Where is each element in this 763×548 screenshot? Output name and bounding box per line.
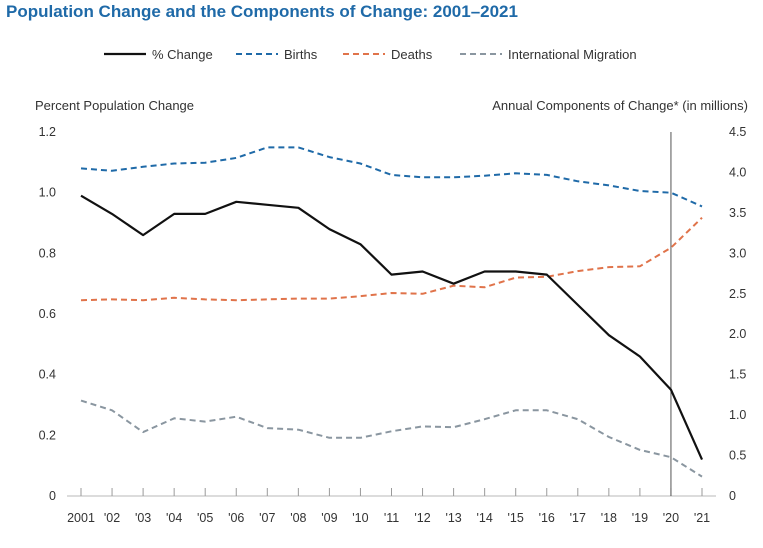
x-tick-label: '08 — [290, 511, 306, 525]
x-tick-label: '14 — [477, 511, 493, 525]
series-layer — [80, 146, 704, 478]
left-tick-label: 0.6 — [39, 307, 56, 321]
right-tick-label: 1.5 — [729, 368, 746, 382]
right-tick-label: 3.0 — [729, 246, 746, 260]
legend-label-deaths: Deaths — [391, 47, 433, 62]
legend: % Change Births Deaths International Migrat… — [104, 47, 637, 62]
x-tick-label: '09 — [321, 511, 337, 525]
right-tick-label: 0.5 — [729, 449, 746, 463]
chart-title: Population Change and the Components of … — [6, 2, 518, 21]
x-tick-label: '11 — [384, 511, 399, 525]
right-tick-label: 3.5 — [729, 206, 746, 220]
x-tick-label: '20 — [663, 511, 679, 525]
series-line-births — [80, 146, 703, 208]
right-tick-label: 4.5 — [729, 125, 746, 139]
right-tick-label: 1.0 — [729, 408, 746, 422]
left-tick-label: 0.8 — [39, 246, 56, 260]
x-tick-label: '13 — [445, 511, 461, 525]
legend-label-births: Births — [284, 47, 318, 62]
x-tick-label: '02 — [104, 511, 120, 525]
left-tick-label: 0.2 — [39, 428, 56, 442]
left-tick-label: 1.2 — [39, 125, 56, 139]
x-tick-label: '05 — [197, 511, 213, 525]
legend-label-change: % Change — [152, 47, 213, 62]
x-tick-label: '12 — [414, 511, 430, 525]
left-tick-label: 0 — [49, 489, 56, 503]
x-tick-label: '17 — [570, 511, 586, 525]
right-axis-title: Annual Components of Change* (in million… — [492, 98, 748, 113]
x-tick-label: '15 — [508, 511, 524, 525]
left-tick-label: 0.4 — [39, 368, 56, 382]
right-tick-label: 2.5 — [729, 287, 746, 301]
x-tick-label: '03 — [135, 511, 151, 525]
right-tick-label: 0 — [729, 489, 736, 503]
x-tick-label: '10 — [352, 511, 368, 525]
x-tick-label: 2001 — [67, 511, 95, 525]
legend-label-international-migration: International Migration — [508, 47, 637, 62]
right-axis-ticks: 0 0.5 1.0 1.5 2.0 2.5 3.0 3.5 4.0 4.5 — [729, 125, 746, 503]
x-axis-ticks: 2001 '02 '03 '04 '05 '06 '07 '08 '09 '10 '11 '12 '13… — [67, 488, 710, 525]
left-axis-title: Percent Population Change — [35, 98, 194, 113]
x-tick-label: '21 — [694, 511, 710, 525]
right-tick-label: 4.0 — [729, 165, 746, 179]
left-tick-label: 1.0 — [39, 186, 56, 200]
x-tick-label: '16 — [539, 511, 555, 525]
series-line-international-migration — [80, 399, 703, 478]
x-tick-label: '07 — [259, 511, 275, 525]
series-line-deaths — [80, 216, 703, 302]
right-tick-label: 2.0 — [729, 327, 746, 341]
x-tick-label: '04 — [166, 511, 182, 525]
x-tick-label: '19 — [632, 511, 648, 525]
x-tick-label: '18 — [601, 511, 617, 525]
series-line-change — [80, 194, 704, 461]
x-tick-label: '06 — [228, 511, 244, 525]
left-axis-ticks: 0 0.2 0.4 0.6 0.8 1.0 1.2 — [39, 125, 56, 503]
